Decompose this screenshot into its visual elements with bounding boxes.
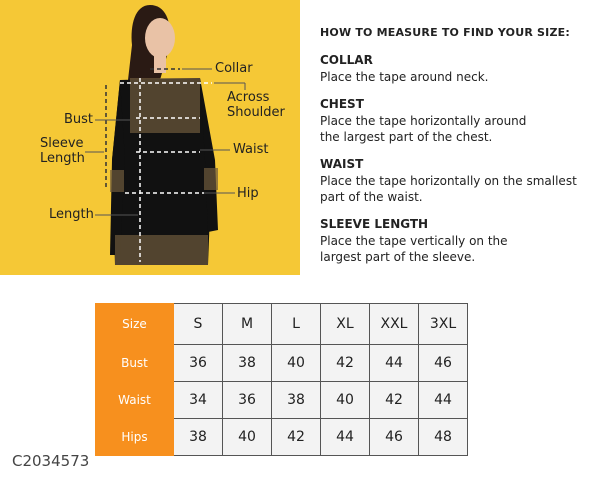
table-row: Bust 36 38 40 42 44 46	[95, 344, 468, 382]
cell: 46	[369, 418, 419, 456]
instruction-chest: CHEST Place the tape horizontally around …	[320, 97, 527, 144]
cell: 42	[369, 381, 419, 419]
product-code: C2034573	[12, 452, 90, 470]
cell: 44	[418, 381, 468, 419]
size-chart-table: Size S M L XL XXL 3XL Bust 36 38 40 42 4…	[95, 303, 468, 456]
cell: 44	[369, 344, 419, 382]
row-label: Hips	[95, 418, 174, 456]
cell: 42	[271, 418, 321, 456]
table-row: Hips 38 40 42 44 46 48	[95, 418, 468, 456]
cell: 46	[418, 344, 468, 382]
size-col: S	[173, 303, 223, 345]
label-sleeve-length: Sleeve Length	[40, 136, 85, 166]
model-kurta-image	[85, 5, 246, 265]
header-size: Size	[95, 303, 174, 345]
label-across-shoulder: Across Shoulder	[227, 90, 285, 120]
measurement-illustration: Collar Across Shoulder Bust Sleeve Lengt…	[0, 0, 300, 275]
size-col: M	[222, 303, 272, 345]
label-hip: Hip	[237, 186, 259, 201]
instruction-waist: WAIST Place the tape horizontally on the …	[320, 157, 577, 204]
instructions-heading: HOW TO MEASURE TO FIND YOUR SIZE:	[320, 26, 570, 39]
label-waist: Waist	[233, 142, 269, 157]
instruction-sleeve-length: SLEEVE LENGTH Place the tape vertically o…	[320, 217, 508, 264]
cell: 40	[320, 381, 370, 419]
measure-instructions: HOW TO MEASURE TO FIND YOUR SIZE: COLLAR…	[320, 26, 590, 277]
table-header-row: Size S M L XL XXL 3XL	[95, 303, 468, 345]
size-col: 3XL	[418, 303, 468, 345]
row-label: Waist	[95, 381, 174, 419]
cell: 38	[222, 344, 272, 382]
cell: 40	[222, 418, 272, 456]
cell: 36	[173, 344, 223, 382]
cell: 48	[418, 418, 468, 456]
cell: 44	[320, 418, 370, 456]
size-col: L	[271, 303, 321, 345]
label-collar: Collar	[215, 61, 253, 76]
label-bust: Bust	[64, 112, 94, 127]
cell: 38	[271, 381, 321, 419]
cell: 42	[320, 344, 370, 382]
size-col: XXL	[369, 303, 419, 345]
cell: 40	[271, 344, 321, 382]
size-col: XL	[320, 303, 370, 345]
table-row: Waist 34 36 38 40 42 44	[95, 381, 468, 419]
instruction-collar: COLLAR Place the tape around neck.	[320, 53, 489, 84]
label-length: Length	[49, 207, 94, 222]
row-label: Bust	[95, 344, 174, 382]
cell: 38	[173, 418, 223, 456]
cell: 34	[173, 381, 223, 419]
cell: 36	[222, 381, 272, 419]
